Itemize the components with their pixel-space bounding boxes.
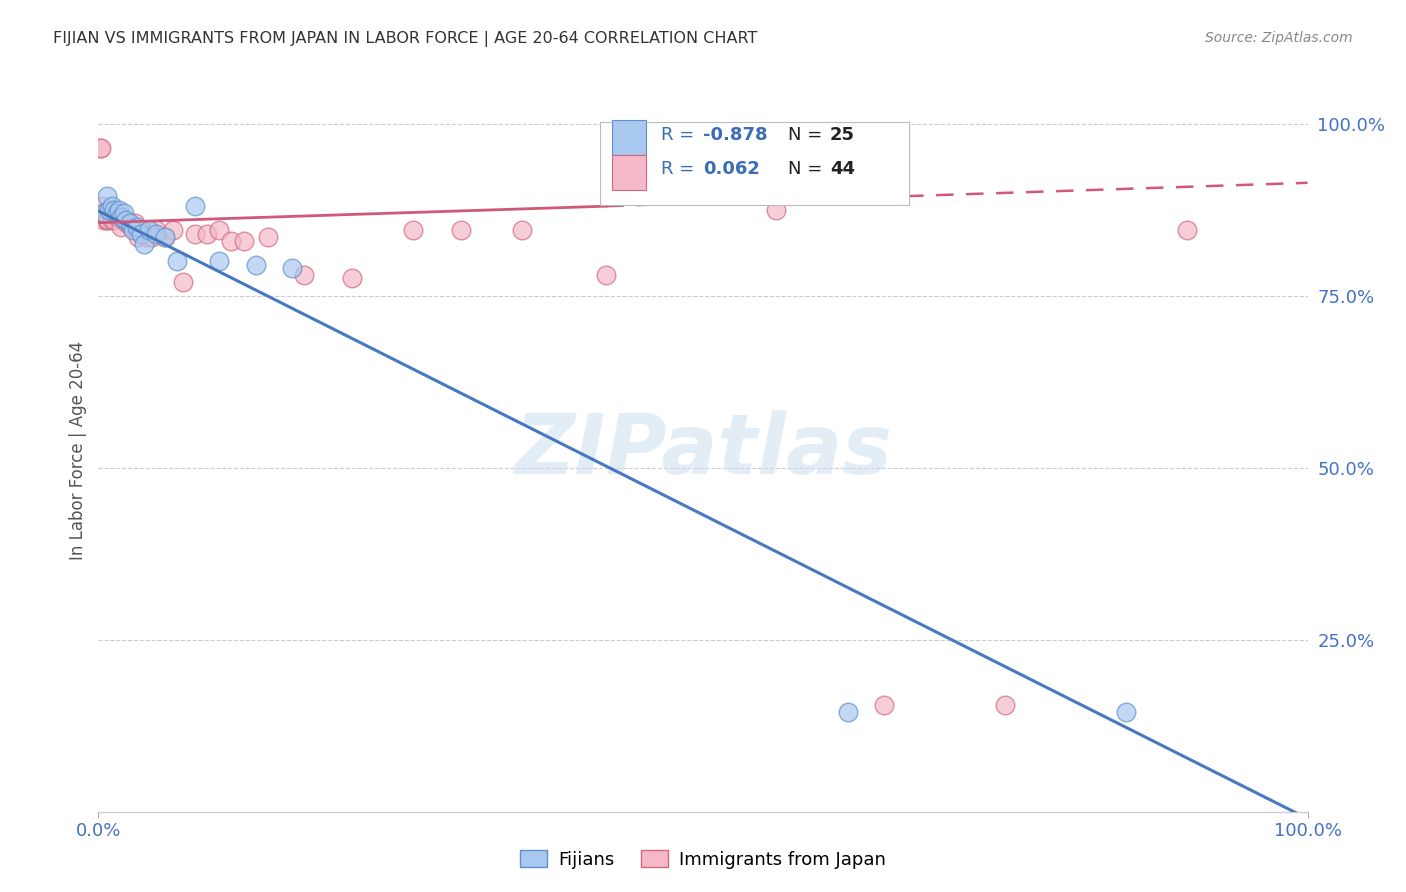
Text: R =: R = — [661, 126, 700, 144]
Point — [208, 223, 231, 237]
Point — [510, 223, 533, 237]
Point — [232, 234, 254, 248]
Point — [166, 254, 188, 268]
Text: N =: N = — [787, 161, 828, 178]
Bar — [613, 155, 647, 190]
Point — [91, 206, 114, 220]
Point — [100, 199, 122, 213]
Point — [115, 213, 138, 227]
Point — [184, 227, 207, 241]
Point — [292, 268, 315, 282]
Point — [127, 230, 149, 244]
Point — [402, 223, 425, 237]
Point — [97, 213, 120, 227]
Point — [221, 234, 243, 248]
Point — [145, 223, 167, 237]
Text: -0.878: -0.878 — [703, 126, 768, 144]
Point — [118, 216, 141, 230]
Point — [98, 202, 121, 217]
Point — [110, 219, 132, 234]
Text: Source: ZipAtlas.com: Source: ZipAtlas.com — [1205, 31, 1353, 45]
Point — [108, 202, 131, 217]
Point — [245, 258, 267, 272]
Point — [595, 268, 617, 282]
Point — [342, 271, 364, 285]
Point — [129, 227, 152, 241]
Point — [91, 199, 114, 213]
Point — [256, 230, 278, 244]
Point — [873, 698, 896, 712]
Point — [135, 230, 157, 244]
Point — [96, 189, 118, 203]
Bar — [613, 120, 647, 155]
Point — [108, 210, 131, 224]
Point — [94, 206, 117, 220]
Text: ZIPatlas: ZIPatlas — [515, 410, 891, 491]
Point — [208, 254, 231, 268]
Point — [93, 206, 115, 220]
Point — [153, 230, 176, 244]
Point — [122, 223, 145, 237]
Text: N =: N = — [787, 126, 828, 144]
Point — [100, 202, 122, 217]
Point — [105, 206, 128, 220]
Point — [184, 199, 207, 213]
Y-axis label: In Labor Force | Age 20-64: In Labor Force | Age 20-64 — [69, 341, 87, 560]
Text: 0.062: 0.062 — [703, 161, 759, 178]
Point — [450, 223, 472, 237]
Point — [162, 223, 184, 237]
Point — [134, 237, 156, 252]
Point — [90, 141, 112, 155]
Point — [765, 202, 787, 217]
Point — [141, 230, 163, 244]
Text: R =: R = — [661, 161, 706, 178]
Point — [101, 202, 124, 217]
Legend: Fijians, Immigrants from Japan: Fijians, Immigrants from Japan — [513, 843, 893, 876]
Point — [153, 230, 176, 244]
Point — [124, 216, 146, 230]
Point — [138, 223, 160, 237]
Point — [93, 213, 115, 227]
Point — [112, 206, 135, 220]
Point — [994, 698, 1017, 712]
Point — [131, 223, 153, 237]
Point — [103, 213, 125, 227]
Text: 44: 44 — [830, 161, 855, 178]
Point — [172, 275, 194, 289]
Point — [89, 141, 111, 155]
Point — [127, 219, 149, 234]
Point — [145, 227, 167, 241]
Point — [1175, 223, 1198, 237]
Point — [195, 227, 218, 241]
Point — [1115, 705, 1137, 719]
Point — [103, 202, 125, 217]
FancyBboxPatch shape — [600, 121, 908, 205]
Point — [110, 210, 132, 224]
Point — [98, 202, 121, 217]
Point — [281, 261, 304, 276]
Point — [117, 216, 139, 230]
Point — [112, 213, 135, 227]
Point — [105, 210, 128, 224]
Point — [120, 219, 142, 234]
Point — [96, 213, 118, 227]
Text: FIJIAN VS IMMIGRANTS FROM JAPAN IN LABOR FORCE | AGE 20-64 CORRELATION CHART: FIJIAN VS IMMIGRANTS FROM JAPAN IN LABOR… — [53, 31, 758, 47]
Point — [837, 705, 859, 719]
Text: 25: 25 — [830, 126, 855, 144]
Point — [100, 213, 122, 227]
